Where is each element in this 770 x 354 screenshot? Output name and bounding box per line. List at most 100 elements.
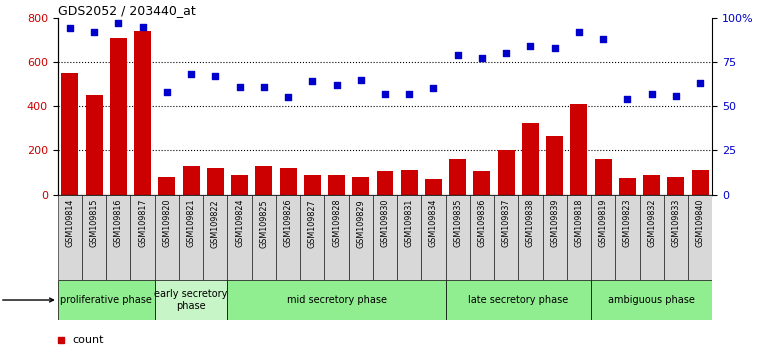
Bar [543,195,567,280]
Point [112,20,125,26]
Text: GSM109828: GSM109828 [332,199,341,247]
Text: GSM109839: GSM109839 [551,199,559,247]
Text: GSM109815: GSM109815 [89,199,99,247]
Text: ambiguous phase: ambiguous phase [608,295,695,305]
Bar [594,159,611,195]
Bar [231,175,248,195]
Bar [155,195,179,280]
Text: GSM109820: GSM109820 [162,199,172,247]
Point [548,45,561,51]
Text: GSM109832: GSM109832 [647,199,656,247]
Bar [155,280,227,320]
Bar [207,168,224,195]
Text: GSM109821: GSM109821 [186,199,196,247]
Bar [640,195,664,280]
Bar [643,175,660,195]
Point [88,29,100,35]
Point [621,96,634,102]
Text: GSM109816: GSM109816 [114,199,123,247]
Point [330,82,343,88]
Point [379,91,391,97]
Text: GSM109835: GSM109835 [454,199,462,247]
Point [500,50,512,56]
Bar [377,171,393,195]
Text: GSM109824: GSM109824 [235,199,244,247]
Text: GSM109837: GSM109837 [502,199,511,247]
Point [282,95,294,100]
Bar [58,280,155,320]
Bar [470,195,494,280]
Bar [353,177,370,195]
Bar [494,195,518,280]
Text: GSM109833: GSM109833 [671,199,681,247]
Bar [349,195,373,280]
Bar [227,195,252,280]
Bar [328,175,345,195]
Bar [300,195,324,280]
Bar [256,166,273,195]
Bar [522,123,539,195]
Text: GSM109834: GSM109834 [429,199,438,247]
Bar [134,31,151,195]
Point [476,56,488,61]
Point [573,29,585,35]
Bar [324,195,349,280]
Bar [397,195,421,280]
Bar [203,195,227,280]
Point [258,84,270,90]
Point [233,84,246,90]
Text: GSM109829: GSM109829 [357,199,365,247]
Bar [58,195,82,280]
Bar [421,195,446,280]
Bar [518,195,543,280]
Text: GSM109823: GSM109823 [623,199,632,247]
Bar [227,280,446,320]
Bar [446,195,470,280]
Bar [567,195,591,280]
Text: GSM109838: GSM109838 [526,199,535,247]
Point [524,43,537,49]
Bar [280,168,296,195]
Point [355,77,367,82]
Bar [571,104,588,195]
Bar [591,195,615,280]
Bar [688,195,712,280]
Text: GSM109818: GSM109818 [574,199,584,247]
Bar [425,179,442,195]
Bar [446,280,591,320]
Bar [276,195,300,280]
Text: other: other [0,295,53,305]
Text: GSM109831: GSM109831 [405,199,413,247]
Point [306,79,319,84]
Point [670,93,682,98]
Text: GSM109819: GSM109819 [598,199,608,247]
Bar [179,195,203,280]
Bar [182,166,199,195]
Bar [668,177,685,195]
Bar [373,195,397,280]
Bar [664,195,688,280]
Bar [400,170,417,195]
Text: GSM109825: GSM109825 [259,199,268,247]
Bar [252,195,276,280]
Text: GSM109822: GSM109822 [211,199,219,247]
Point [597,36,609,42]
Bar [474,171,490,195]
Point [185,72,197,77]
Bar [130,195,155,280]
Point [694,80,706,86]
Bar [304,175,321,195]
Point [64,25,76,31]
Text: GSM109827: GSM109827 [308,199,316,247]
Bar [85,95,102,195]
Text: mid secretory phase: mid secretory phase [286,295,387,305]
Point [209,73,222,79]
Bar [619,178,636,195]
Text: GSM109817: GSM109817 [138,199,147,247]
Bar [497,150,514,195]
Bar [159,177,176,195]
Point [161,89,173,95]
Text: GSM109830: GSM109830 [380,199,390,247]
Text: late secretory phase: late secretory phase [468,295,568,305]
Bar [691,170,708,195]
